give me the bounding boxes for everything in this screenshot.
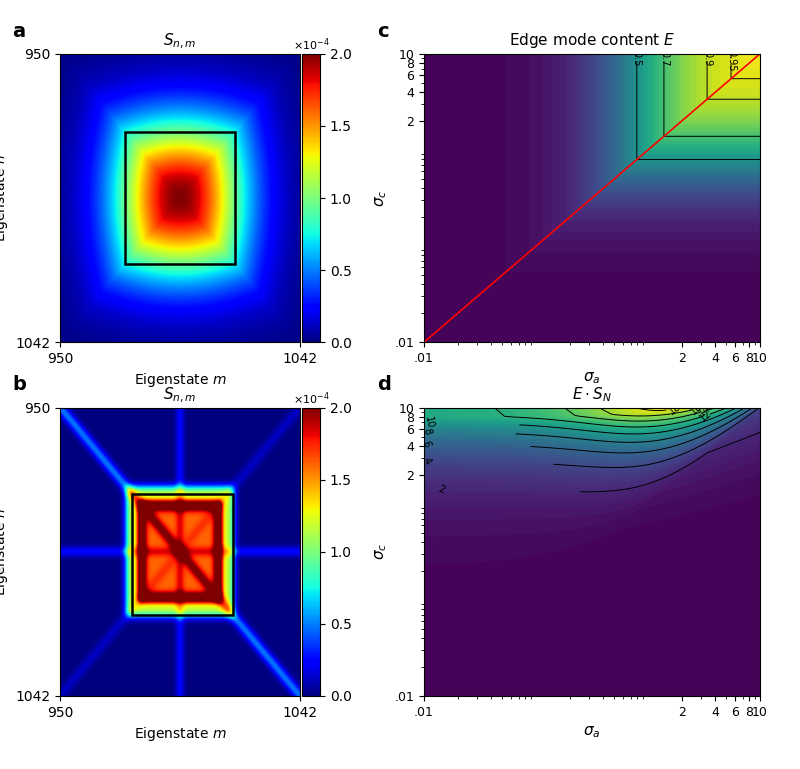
Text: 14: 14 [697, 404, 712, 419]
Title: $S_{n,m}$: $S_{n,m}$ [163, 32, 197, 52]
Text: 4: 4 [421, 455, 432, 466]
Text: 18: 18 [666, 401, 682, 417]
Title: $\times10^{-4}$: $\times10^{-4}$ [293, 36, 330, 53]
X-axis label: Eigenstate $m$: Eigenstate $m$ [134, 371, 226, 389]
Bar [132, 494, 233, 615]
Text: 2: 2 [437, 484, 446, 495]
X-axis label: $\sigma_a$: $\sigma_a$ [583, 724, 601, 740]
Title: $E \cdot S_N$: $E \cdot S_N$ [572, 385, 612, 404]
X-axis label: Eigenstate $m$: Eigenstate $m$ [134, 725, 226, 743]
Text: 0.5: 0.5 [632, 52, 642, 67]
Text: 12: 12 [698, 408, 714, 423]
Title: Edge mode content $E$: Edge mode content $E$ [509, 32, 675, 51]
Y-axis label: $\sigma_c$: $\sigma_c$ [373, 189, 389, 207]
Text: 6: 6 [421, 439, 432, 448]
Text: 10: 10 [423, 415, 435, 429]
Text: 0.7: 0.7 [659, 52, 669, 67]
Y-axis label: Eigenstate $n$: Eigenstate $n$ [0, 154, 10, 242]
Bar [125, 131, 235, 265]
Text: 8: 8 [421, 428, 432, 436]
Text: 0.95: 0.95 [726, 50, 736, 72]
Title: $S_{n,m}$: $S_{n,m}$ [163, 385, 197, 405]
Text: d: d [377, 375, 391, 394]
X-axis label: $\sigma_a$: $\sigma_a$ [583, 371, 601, 386]
Text: c: c [377, 22, 389, 41]
Text: 16: 16 [689, 401, 705, 417]
Y-axis label: Eigenstate $n$: Eigenstate $n$ [0, 508, 10, 596]
Y-axis label: $\sigma_c$: $\sigma_c$ [373, 543, 389, 561]
Text: b: b [12, 375, 26, 394]
Title: $\times10^{-4}$: $\times10^{-4}$ [293, 390, 330, 407]
Text: a: a [12, 22, 25, 41]
Text: 0.9: 0.9 [702, 52, 712, 66]
